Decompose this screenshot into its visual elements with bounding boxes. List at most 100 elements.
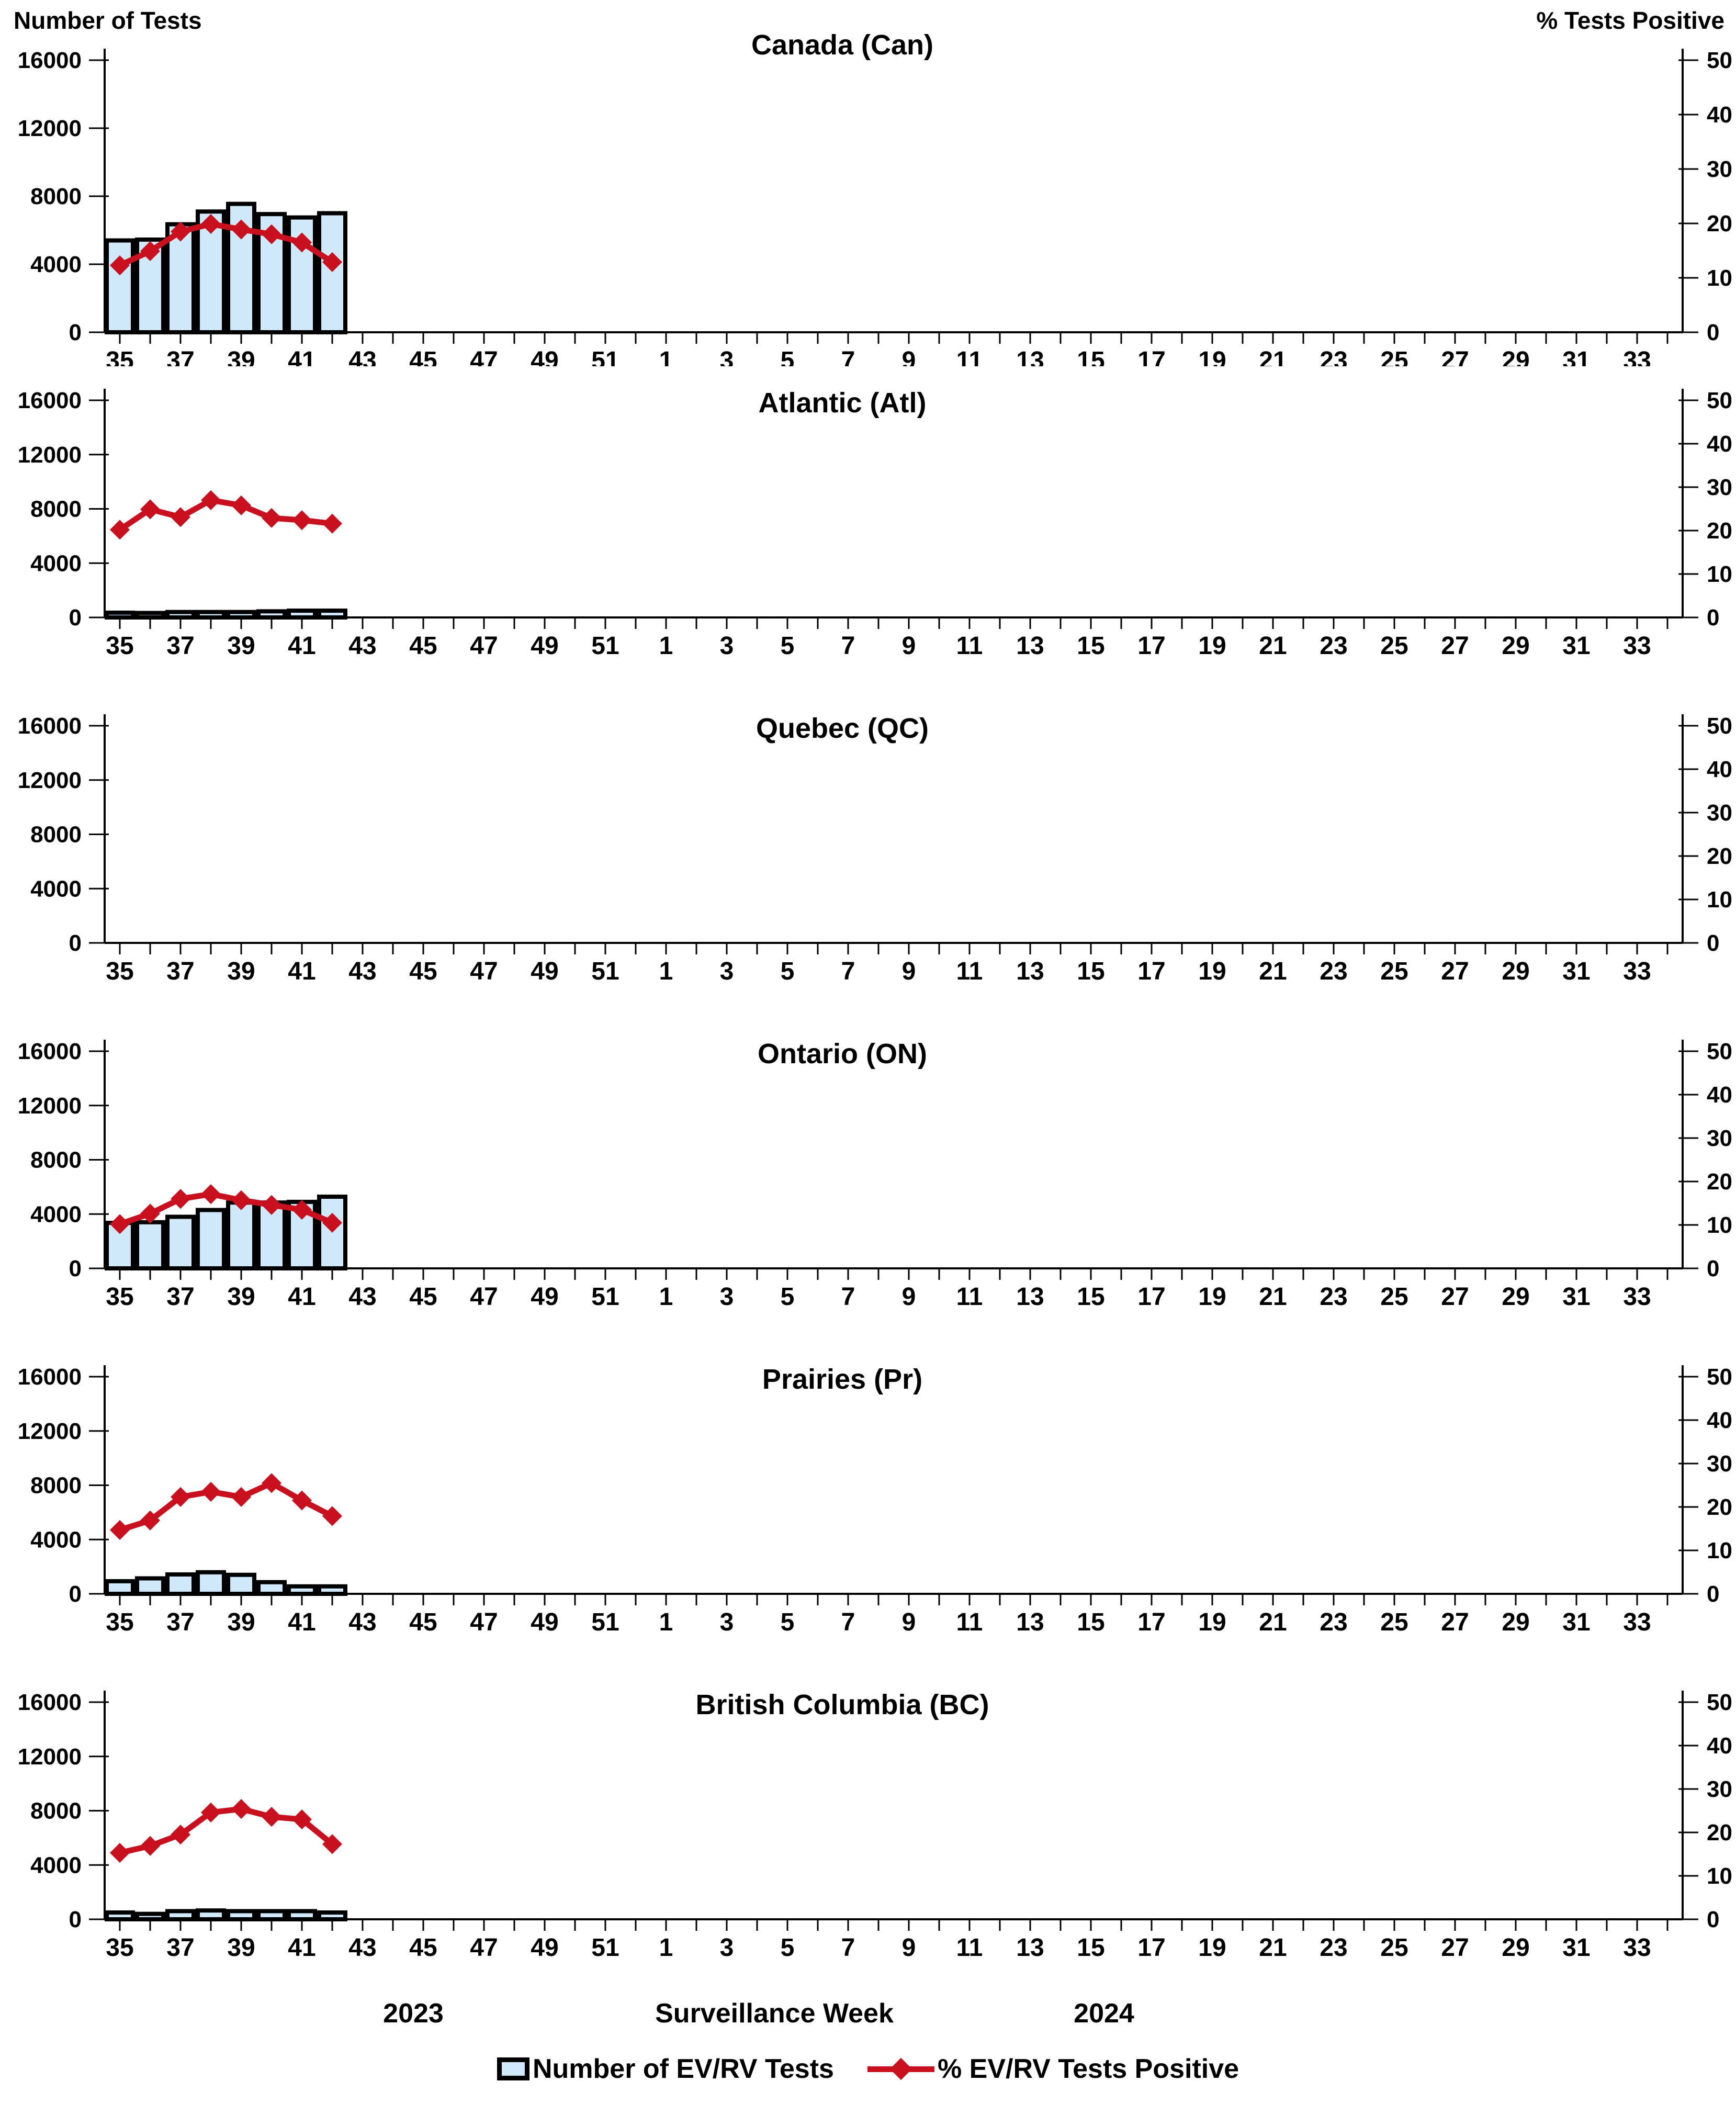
pct-positive-marker xyxy=(231,1487,251,1507)
x-tick-label: 19 xyxy=(1198,1934,1226,1962)
legend-bar-label: Number of EV/RV Tests xyxy=(532,2054,834,2084)
right-tick-label: 30 xyxy=(1707,800,1732,826)
right-tick-label: 50 xyxy=(1707,1690,1732,1715)
x-tick-label: 29 xyxy=(1502,1934,1529,1962)
x-tick-label: 1 xyxy=(659,347,673,366)
pct-positive-marker xyxy=(110,1843,130,1863)
right-axis-title: % Tests Positive xyxy=(1536,7,1724,34)
right-tick-label: 0 xyxy=(1707,605,1719,631)
x-tick-label: 11 xyxy=(956,1283,983,1311)
x-tick-label: 45 xyxy=(409,347,437,366)
x-tick-label: 37 xyxy=(166,1934,194,1962)
right-tick-label: 20 xyxy=(1707,518,1732,544)
legend: Number of EV/RV Tests % EV/RV Tests Posi… xyxy=(0,2053,1736,2085)
x-tick-label: 29 xyxy=(1502,632,1529,660)
right-tick-label: 0 xyxy=(1707,1907,1719,1932)
x-axis-title-row: 2023 Surveillance Week 2024 xyxy=(0,1998,1736,2029)
x-tick-label: 51 xyxy=(591,1608,619,1636)
x-tick-label: 27 xyxy=(1441,347,1469,366)
pct-positive-marker xyxy=(110,1520,130,1540)
left-tick-label: 4000 xyxy=(30,1527,82,1552)
x-tick-label: 9 xyxy=(902,1934,916,1962)
x-tick-label: 47 xyxy=(470,1283,498,1311)
x-tick-label: 31 xyxy=(1562,1283,1590,1311)
tests-bar xyxy=(135,611,165,620)
x-tick-label: 25 xyxy=(1380,347,1408,366)
right-tick-label: 10 xyxy=(1707,887,1732,913)
left-tick-label: 0 xyxy=(69,1256,82,1281)
tests-bar xyxy=(287,1909,317,1921)
pct-positive-marker xyxy=(171,1189,190,1209)
pct-positive-marker xyxy=(201,490,221,510)
x-tick-label: 23 xyxy=(1320,632,1347,660)
x-tick-label: 51 xyxy=(591,347,619,366)
right-tick-label: 50 xyxy=(1707,1364,1732,1390)
x-tick-label: 11 xyxy=(956,958,983,985)
x-tick-label: 15 xyxy=(1077,1283,1104,1311)
x-tick-label: 49 xyxy=(531,632,558,660)
pct-positive-marker xyxy=(171,1487,190,1507)
right-tick-label: 0 xyxy=(1707,320,1719,345)
left-tick-label: 16000 xyxy=(18,1039,82,1064)
x-tick-label: 33 xyxy=(1623,1608,1651,1636)
left-tick-label: 4000 xyxy=(30,876,82,902)
left-tick-label: 16000 xyxy=(18,48,82,73)
left-tick-label: 0 xyxy=(69,605,82,631)
tests-bar xyxy=(226,610,256,620)
x-tick-label: 45 xyxy=(409,632,437,660)
x-tick-label: 9 xyxy=(902,1283,916,1311)
left-tick-label: 16000 xyxy=(18,713,82,739)
x-tick-label: 51 xyxy=(591,1934,619,1962)
tests-bar xyxy=(256,1909,287,1921)
x-tick-label: 33 xyxy=(1623,958,1651,985)
panel-title: British Columbia (BC) xyxy=(696,1689,989,1720)
x-tick-label: 7 xyxy=(841,347,855,366)
left-tick-label: 12000 xyxy=(18,1419,82,1444)
right-tick-label: 10 xyxy=(1707,1863,1732,1889)
x-tick-label: 9 xyxy=(902,958,916,985)
x-tick-label: 7 xyxy=(841,1608,855,1636)
x-tick-label: 11 xyxy=(956,1608,983,1636)
x-tick-label: 43 xyxy=(348,958,376,985)
pct-positive-marker xyxy=(322,252,342,272)
x-tick-label: 3 xyxy=(720,958,734,985)
x-tick-label: 27 xyxy=(1441,632,1469,660)
left-tick-label: 12000 xyxy=(18,442,82,468)
x-tick-label: 47 xyxy=(470,632,498,660)
panel-title: Canada (Can) xyxy=(751,29,933,61)
x-tick-label: 49 xyxy=(531,958,558,985)
x-tick-label: 35 xyxy=(106,632,133,660)
chart-panels: Canada (Can) 0 4000 8000 12000 16000 0 10 20 30 40… xyxy=(18,29,1732,1962)
tests-bar xyxy=(135,1911,165,1921)
x-tick-label: 51 xyxy=(591,1283,619,1311)
left-tick-label: 16000 xyxy=(18,1364,82,1390)
tests-bar xyxy=(287,609,317,620)
x-tick-label: 3 xyxy=(720,632,734,660)
tests-bar xyxy=(135,1576,165,1596)
right-tick-label: 20 xyxy=(1707,1494,1732,1520)
x-tick-label: 21 xyxy=(1259,1283,1287,1311)
x-tick-label: 47 xyxy=(470,347,498,366)
right-tick-label: 0 xyxy=(1707,1256,1719,1281)
x-tick-label: 31 xyxy=(1562,1608,1590,1636)
x-tick-label: 13 xyxy=(1016,347,1044,366)
x-tick-label: 23 xyxy=(1320,958,1347,985)
left-tick-label: 8000 xyxy=(30,822,82,848)
pct-positive-marker xyxy=(231,219,251,240)
pct-positive-marker xyxy=(262,1195,281,1215)
x-tick-label: 29 xyxy=(1502,1283,1529,1311)
x-tick-label: 7 xyxy=(841,1934,855,1962)
pct-positive-marker xyxy=(201,1481,221,1502)
x-tick-label: 3 xyxy=(720,1608,734,1636)
right-tick-label: 50 xyxy=(1707,48,1732,73)
x-tick-label: 13 xyxy=(1016,1608,1044,1636)
x-tick-label: 11 xyxy=(956,347,983,366)
right-tick-label: 40 xyxy=(1707,1082,1732,1108)
pct-positive-marker xyxy=(140,1203,160,1224)
x-tick-label: 17 xyxy=(1137,632,1165,660)
x-tick-label: 25 xyxy=(1380,1934,1408,1962)
pct-positive-marker xyxy=(201,1802,221,1822)
x-tick-label: 29 xyxy=(1502,1608,1529,1636)
pct-positive-marker xyxy=(322,1506,342,1526)
x-tick-label: 13 xyxy=(1016,958,1044,985)
